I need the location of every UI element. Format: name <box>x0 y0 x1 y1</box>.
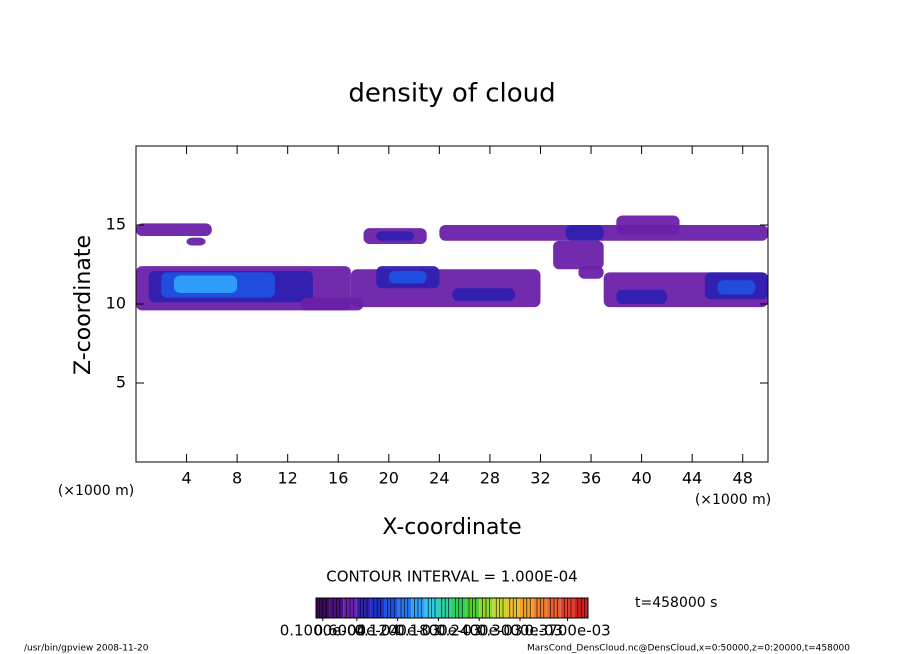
cloud-region <box>616 215 680 235</box>
cloud-region <box>388 270 427 284</box>
cloud-region <box>578 266 604 279</box>
x-tick-label: 36 <box>581 469 601 488</box>
colorbar-tick-label: 0.1800e-03 <box>395 622 481 640</box>
x-tick-label: 20 <box>379 469 399 488</box>
x-tick-label: 12 <box>278 469 298 488</box>
cloud-region <box>553 240 604 270</box>
x-tick-label: 24 <box>429 469 449 488</box>
cloud-region <box>136 223 212 237</box>
time-label: t=458000 s <box>635 595 717 611</box>
y-tick-label: 5 <box>116 373 126 392</box>
x-tick-label: 44 <box>682 469 702 488</box>
footer-right: MarsCond_DensCloud.nc@DensCloud,x=0:5000… <box>527 644 850 654</box>
y-tick-label: 10 <box>106 294 126 313</box>
x-tick-label: 28 <box>480 469 500 488</box>
y-axis-title: Z-coordinate <box>71 235 96 375</box>
colorbar-frame <box>315 597 589 619</box>
cloud-region <box>452 288 516 301</box>
colorbar-tick-label: 0.2400e-03 <box>436 622 522 640</box>
chart-title: density of cloud <box>348 79 555 109</box>
x-tick-label: 16 <box>328 469 348 488</box>
cloud-region <box>173 275 238 293</box>
footer-left: /usr/bin/gpview 2008-11-20 <box>24 644 149 654</box>
cloud-region <box>300 297 364 311</box>
cloud-region <box>565 225 604 241</box>
y-tick-label: 15 <box>106 215 126 234</box>
x-axis-title: X-coordinate <box>382 515 521 540</box>
colorbar-tick-label: 0.3000e-03 <box>477 622 563 640</box>
colorbar-tick-label: 0.6000e-04 <box>314 622 400 640</box>
cloud-region <box>717 280 756 295</box>
contour-interval: CONTOUR INTERVAL = 1.000E-04 <box>326 568 577 586</box>
colorbar-tick-label: 0.1000e-04 <box>280 622 366 640</box>
y-unit: (×1000 m) <box>58 483 134 499</box>
x-tick-label: 4 <box>181 469 191 488</box>
x-tick-label: 8 <box>232 469 242 488</box>
cloud-region <box>616 289 667 304</box>
colorbar-tick-label: 0.1200e-03 <box>354 622 440 640</box>
x-tick-label: 48 <box>733 469 753 488</box>
x-tick-label: 32 <box>530 469 550 488</box>
colorbar-tick-label: 0.3700e-03 <box>524 622 610 640</box>
cloud-region <box>186 237 206 246</box>
x-unit: (×1000 m) <box>695 492 771 508</box>
x-tick-label: 40 <box>631 469 651 488</box>
cloud-region <box>376 231 415 241</box>
